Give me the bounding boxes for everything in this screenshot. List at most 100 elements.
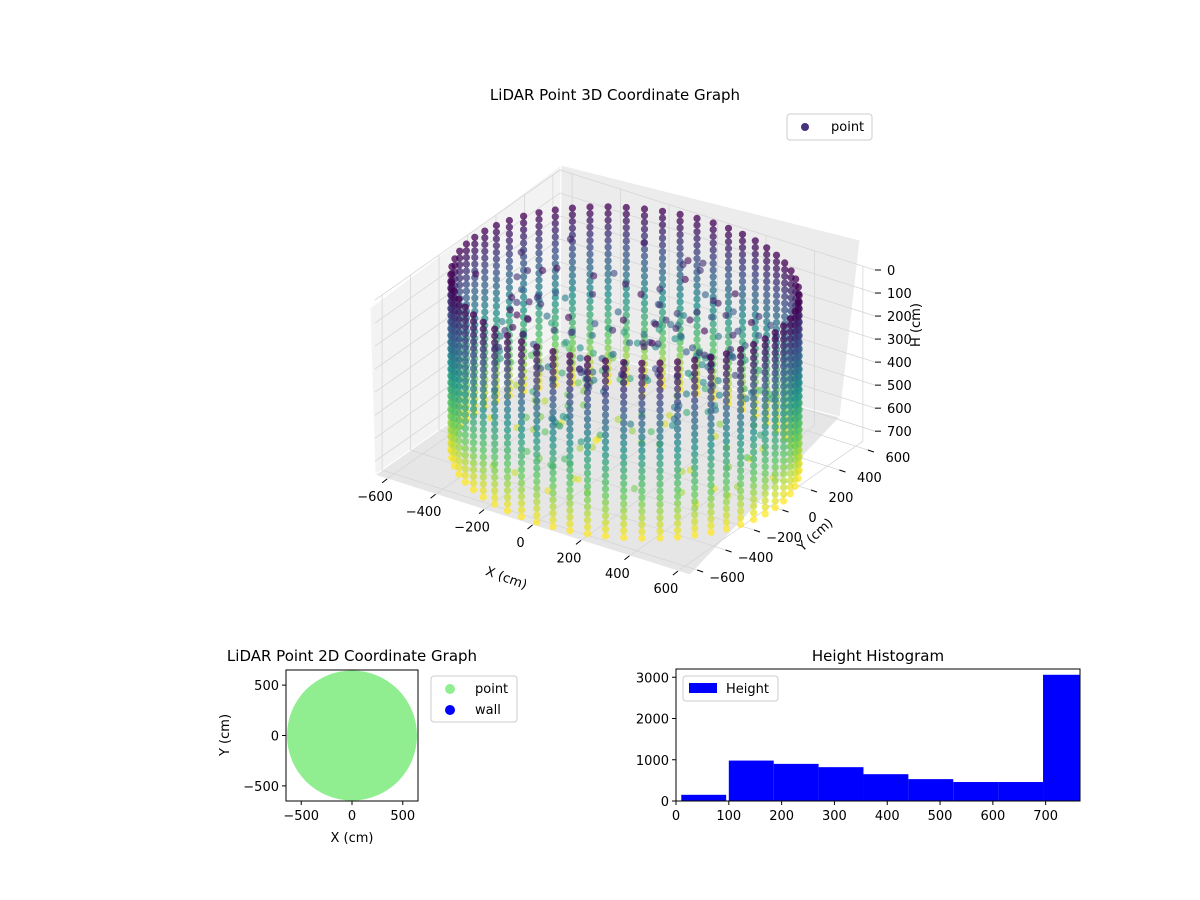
cloud-point — [620, 453, 628, 461]
cloud-point — [772, 278, 781, 286]
cloud-point — [693, 221, 701, 229]
cloud-point — [761, 483, 769, 491]
cloud-point — [620, 406, 628, 414]
cloud-point — [781, 259, 789, 267]
cloud-point — [533, 397, 541, 405]
cloud-point — [651, 320, 660, 328]
y-tick-mark-3d — [867, 449, 875, 453]
cloud-point — [738, 284, 747, 292]
cloud-point — [503, 493, 512, 501]
cloud-point — [656, 406, 664, 414]
cloud-point — [707, 380, 715, 388]
cloud-point — [533, 377, 541, 385]
cloud-point — [525, 298, 533, 306]
cloud-point — [491, 339, 499, 347]
cloud-point — [479, 392, 487, 400]
cloud-point — [656, 379, 664, 387]
cloud-point — [656, 440, 664, 448]
cloud-point — [577, 438, 585, 446]
cloud-point — [750, 495, 758, 503]
cloud-point — [590, 272, 598, 280]
cloud-point — [533, 350, 541, 358]
cloud-point — [492, 235, 500, 243]
cloud-point — [455, 423, 463, 431]
cloud-point — [640, 239, 648, 247]
cloud-point — [707, 501, 715, 509]
cloud-point — [588, 331, 596, 339]
x-tick-label-3d: −200 — [454, 521, 490, 536]
cloud-point — [505, 237, 513, 245]
cloud-point — [547, 319, 556, 327]
cloud-point — [737, 446, 745, 455]
cloud-point — [638, 467, 646, 475]
cloud-point — [751, 324, 759, 332]
cloud-point — [503, 426, 512, 434]
x-tick-label-hist: 200 — [769, 809, 794, 824]
cloud-point — [751, 250, 759, 258]
y-tick-mark-3d — [839, 469, 846, 473]
cloud-point — [620, 507, 628, 515]
cloud-point — [558, 369, 566, 377]
cloud-point — [761, 463, 769, 471]
cloud-point — [566, 378, 574, 387]
cloud-point — [640, 313, 649, 321]
cloud-point — [640, 319, 649, 327]
cloud-point — [533, 383, 541, 391]
cloud-point — [722, 383, 731, 391]
cloud-point — [780, 403, 788, 411]
cloud-point — [517, 432, 526, 440]
legend-2d-wall-label: wall — [475, 703, 501, 718]
cloud-point — [479, 406, 487, 414]
cloud-point — [566, 426, 574, 434]
cloud-point — [620, 385, 628, 394]
cloud-point — [535, 330, 543, 338]
cloud-point — [674, 412, 682, 420]
cloud-point — [656, 460, 664, 468]
cloud-point — [737, 426, 745, 434]
cloud-point — [461, 465, 469, 473]
cloud-point — [533, 417, 541, 425]
x-axis-ticks-3d: −600 −400 −200 0 200 400 600 — [357, 478, 678, 597]
cloud-point — [691, 410, 699, 418]
cloud-point — [761, 362, 769, 370]
cloud-point — [566, 399, 574, 407]
cloud-point — [792, 275, 800, 283]
cloud-point — [750, 401, 758, 409]
cloud-point — [462, 294, 470, 302]
cloud-point — [622, 351, 630, 360]
cloud-point — [469, 344, 478, 353]
cloud-point — [638, 386, 646, 394]
cloud-point — [604, 257, 612, 265]
cloud-point — [701, 291, 710, 299]
cloud-point — [583, 509, 592, 518]
legend-histogram-box — [682, 675, 779, 702]
cloud-point — [674, 492, 682, 501]
cloud-point — [481, 234, 489, 242]
cloud-point — [786, 382, 794, 390]
cloud-point — [693, 335, 701, 344]
cloud-point — [786, 348, 794, 356]
cloud-point — [455, 470, 463, 478]
cloud-point — [565, 313, 573, 321]
cloud-point — [691, 417, 699, 425]
cloud-point — [461, 458, 469, 466]
cloud-point — [566, 235, 575, 243]
z-tick-label-3d: 400 — [887, 356, 912, 371]
cloud-point — [674, 418, 682, 427]
cloud-point — [750, 515, 758, 524]
cloud-point — [722, 498, 731, 506]
cloud-point — [722, 511, 731, 519]
cloud-point — [517, 391, 526, 400]
cloud-point — [469, 445, 478, 454]
cloud-point — [763, 291, 771, 299]
cloud-point — [781, 306, 789, 314]
cloud-point — [751, 257, 759, 265]
cloud-point — [455, 450, 463, 458]
axis-ticks-histogram: 0 100 200 300 400 500 600 700 0 1000 2000 3000 — [636, 671, 1058, 824]
cloud-point — [693, 255, 701, 263]
cloud-point — [461, 350, 469, 358]
cloud-point — [566, 392, 574, 400]
cloud-point — [761, 476, 769, 484]
cloud-point — [729, 308, 737, 316]
cloud-point — [707, 454, 715, 462]
